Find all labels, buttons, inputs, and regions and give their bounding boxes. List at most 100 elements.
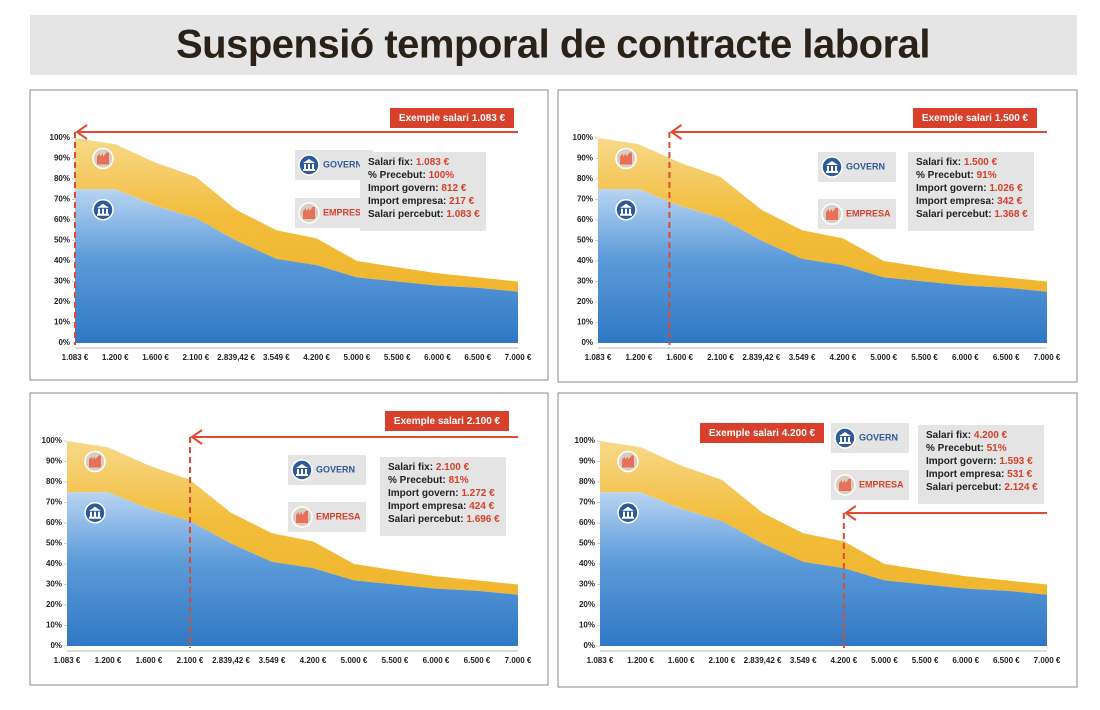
empresa-glyph	[97, 152, 109, 165]
info-value: 1.083 €	[416, 157, 450, 168]
info-label: % Precebut:	[926, 443, 984, 454]
info-value: 1.368 €	[994, 209, 1028, 220]
x-tick-label: 1.600 €	[142, 353, 169, 362]
x-tick-label: 2.839,42 €	[217, 353, 255, 362]
y-tick-label: 80%	[54, 174, 70, 183]
y-tick-label: 70%	[54, 195, 70, 204]
info-value: 51%	[987, 443, 1007, 454]
x-tick-label: 1.200 €	[627, 656, 654, 665]
x-tick-label: 5.500 €	[384, 353, 411, 362]
info-label: Import govern:	[388, 488, 459, 499]
title: Suspensió temporal de contracte laboral	[176, 23, 930, 67]
info-value: 2.124 €	[1004, 482, 1038, 493]
x-tick-label: 6.500 €	[993, 353, 1020, 362]
govern-glyph	[97, 203, 109, 216]
chart-panel: 0% 10% 20% 30% 40% 50% 60% 70% 80% 90% 100% 1.083 €…	[557, 89, 1078, 383]
y-tick-label: 0%	[58, 338, 70, 347]
x-tick-label: 6.500 €	[464, 656, 491, 665]
info-label: Import empresa:	[388, 501, 466, 512]
info-row: Import empresa: 531 €	[926, 469, 1033, 480]
info-label: Salari percebut:	[368, 209, 444, 220]
info-value: 1.272 €	[461, 488, 495, 499]
govern-glyph	[826, 161, 838, 173]
y-tick-label: 100%	[42, 436, 62, 445]
legend-label: EMPRESA	[316, 511, 361, 521]
x-tick-label: 5.000 €	[341, 656, 368, 665]
info-value: 424 €	[469, 501, 494, 512]
x-tick-label: 5.500 €	[912, 656, 939, 665]
govern-glyph	[296, 464, 308, 476]
info-label: Import govern:	[916, 183, 987, 194]
y-tick-label: 30%	[577, 277, 593, 286]
info-row: Salari fix: 2.100 €	[388, 462, 470, 473]
y-tick-label: 80%	[579, 477, 595, 486]
y-tick-label: 20%	[579, 600, 595, 609]
y-tick-label: 60%	[54, 215, 70, 224]
info-box	[918, 425, 1044, 504]
area-govern	[67, 492, 518, 646]
info-row: Import govern: 1.026 €	[916, 183, 1023, 194]
govern-glyph	[622, 506, 634, 519]
x-tick-label: 4.200 €	[303, 353, 330, 362]
empresa-glyph	[826, 208, 838, 220]
example-label: Exemple salari 4.200 €	[709, 428, 816, 439]
legend-label: GOVERN	[846, 161, 885, 171]
info-label: Salari fix:	[388, 462, 433, 473]
x-tick-label: 7.000 €	[505, 656, 532, 665]
area-empresa	[75, 138, 518, 292]
info-label: Salari percebut:	[926, 482, 1002, 493]
legend-label: EMPRESA	[846, 208, 891, 218]
govern-glyph	[620, 203, 632, 216]
y-tick-label: 90%	[579, 457, 595, 466]
info-label: Salari fix:	[368, 157, 413, 168]
legend-label: GOVERN	[859, 432, 898, 442]
info-label: Import empresa:	[916, 196, 994, 207]
y-tick-label: 0%	[581, 338, 593, 347]
y-tick-label: 10%	[46, 621, 62, 630]
example-label: Exemple salari 1.500 €	[922, 113, 1029, 124]
y-tick-label: 20%	[46, 600, 62, 609]
info-value: 2.100 €	[436, 462, 470, 473]
area-empresa	[600, 441, 1047, 595]
y-tick-label: 60%	[46, 518, 62, 527]
info-label: Import govern:	[926, 456, 997, 467]
y-tick-label: 30%	[579, 580, 595, 589]
y-tick-label: 40%	[577, 256, 593, 265]
y-tick-label: 100%	[573, 133, 593, 142]
area-govern	[598, 189, 1047, 343]
x-tick-label: 6.500 €	[993, 656, 1020, 665]
govern-glyph	[839, 432, 851, 444]
x-tick-label: 1.200 €	[95, 656, 122, 665]
x-tick-label: 1.600 €	[668, 656, 695, 665]
x-tick-label: 2.100 €	[182, 353, 209, 362]
y-tick-label: 40%	[579, 559, 595, 568]
info-label: Import empresa:	[368, 196, 446, 207]
y-tick-label: 60%	[579, 518, 595, 527]
y-tick-label: 70%	[577, 195, 593, 204]
x-tick-label: 7.000 €	[505, 353, 532, 362]
example-label-box	[700, 423, 824, 443]
y-tick-label: 90%	[54, 154, 70, 163]
y-tick-label: 40%	[54, 256, 70, 265]
x-tick-label: 4.200 €	[830, 656, 857, 665]
y-tick-label: 50%	[54, 236, 70, 245]
x-tick-label: 1.083 €	[54, 656, 81, 665]
info-row: % Precebut: 91%	[916, 170, 997, 181]
x-tick-label: 7.000 €	[1034, 656, 1061, 665]
example-arrowhead	[669, 124, 683, 140]
y-tick-label: 50%	[577, 236, 593, 245]
empresa-glyph	[303, 207, 315, 219]
x-tick-label: 7.000 €	[1034, 353, 1061, 362]
x-tick-label: 1.200 €	[102, 353, 129, 362]
x-tick-label: 2.100 €	[709, 656, 736, 665]
y-tick-label: 50%	[579, 539, 595, 548]
info-value: 812 €	[441, 183, 466, 194]
y-tick-label: 20%	[54, 297, 70, 306]
y-tick-label: 70%	[46, 498, 62, 507]
govern-glyph	[89, 506, 101, 519]
info-row: Salari percebut: 2.124 €	[926, 482, 1038, 493]
x-tick-label: 2.839,42 €	[212, 656, 250, 665]
y-tick-label: 50%	[46, 539, 62, 548]
x-tick-label: 3.549 €	[790, 656, 817, 665]
